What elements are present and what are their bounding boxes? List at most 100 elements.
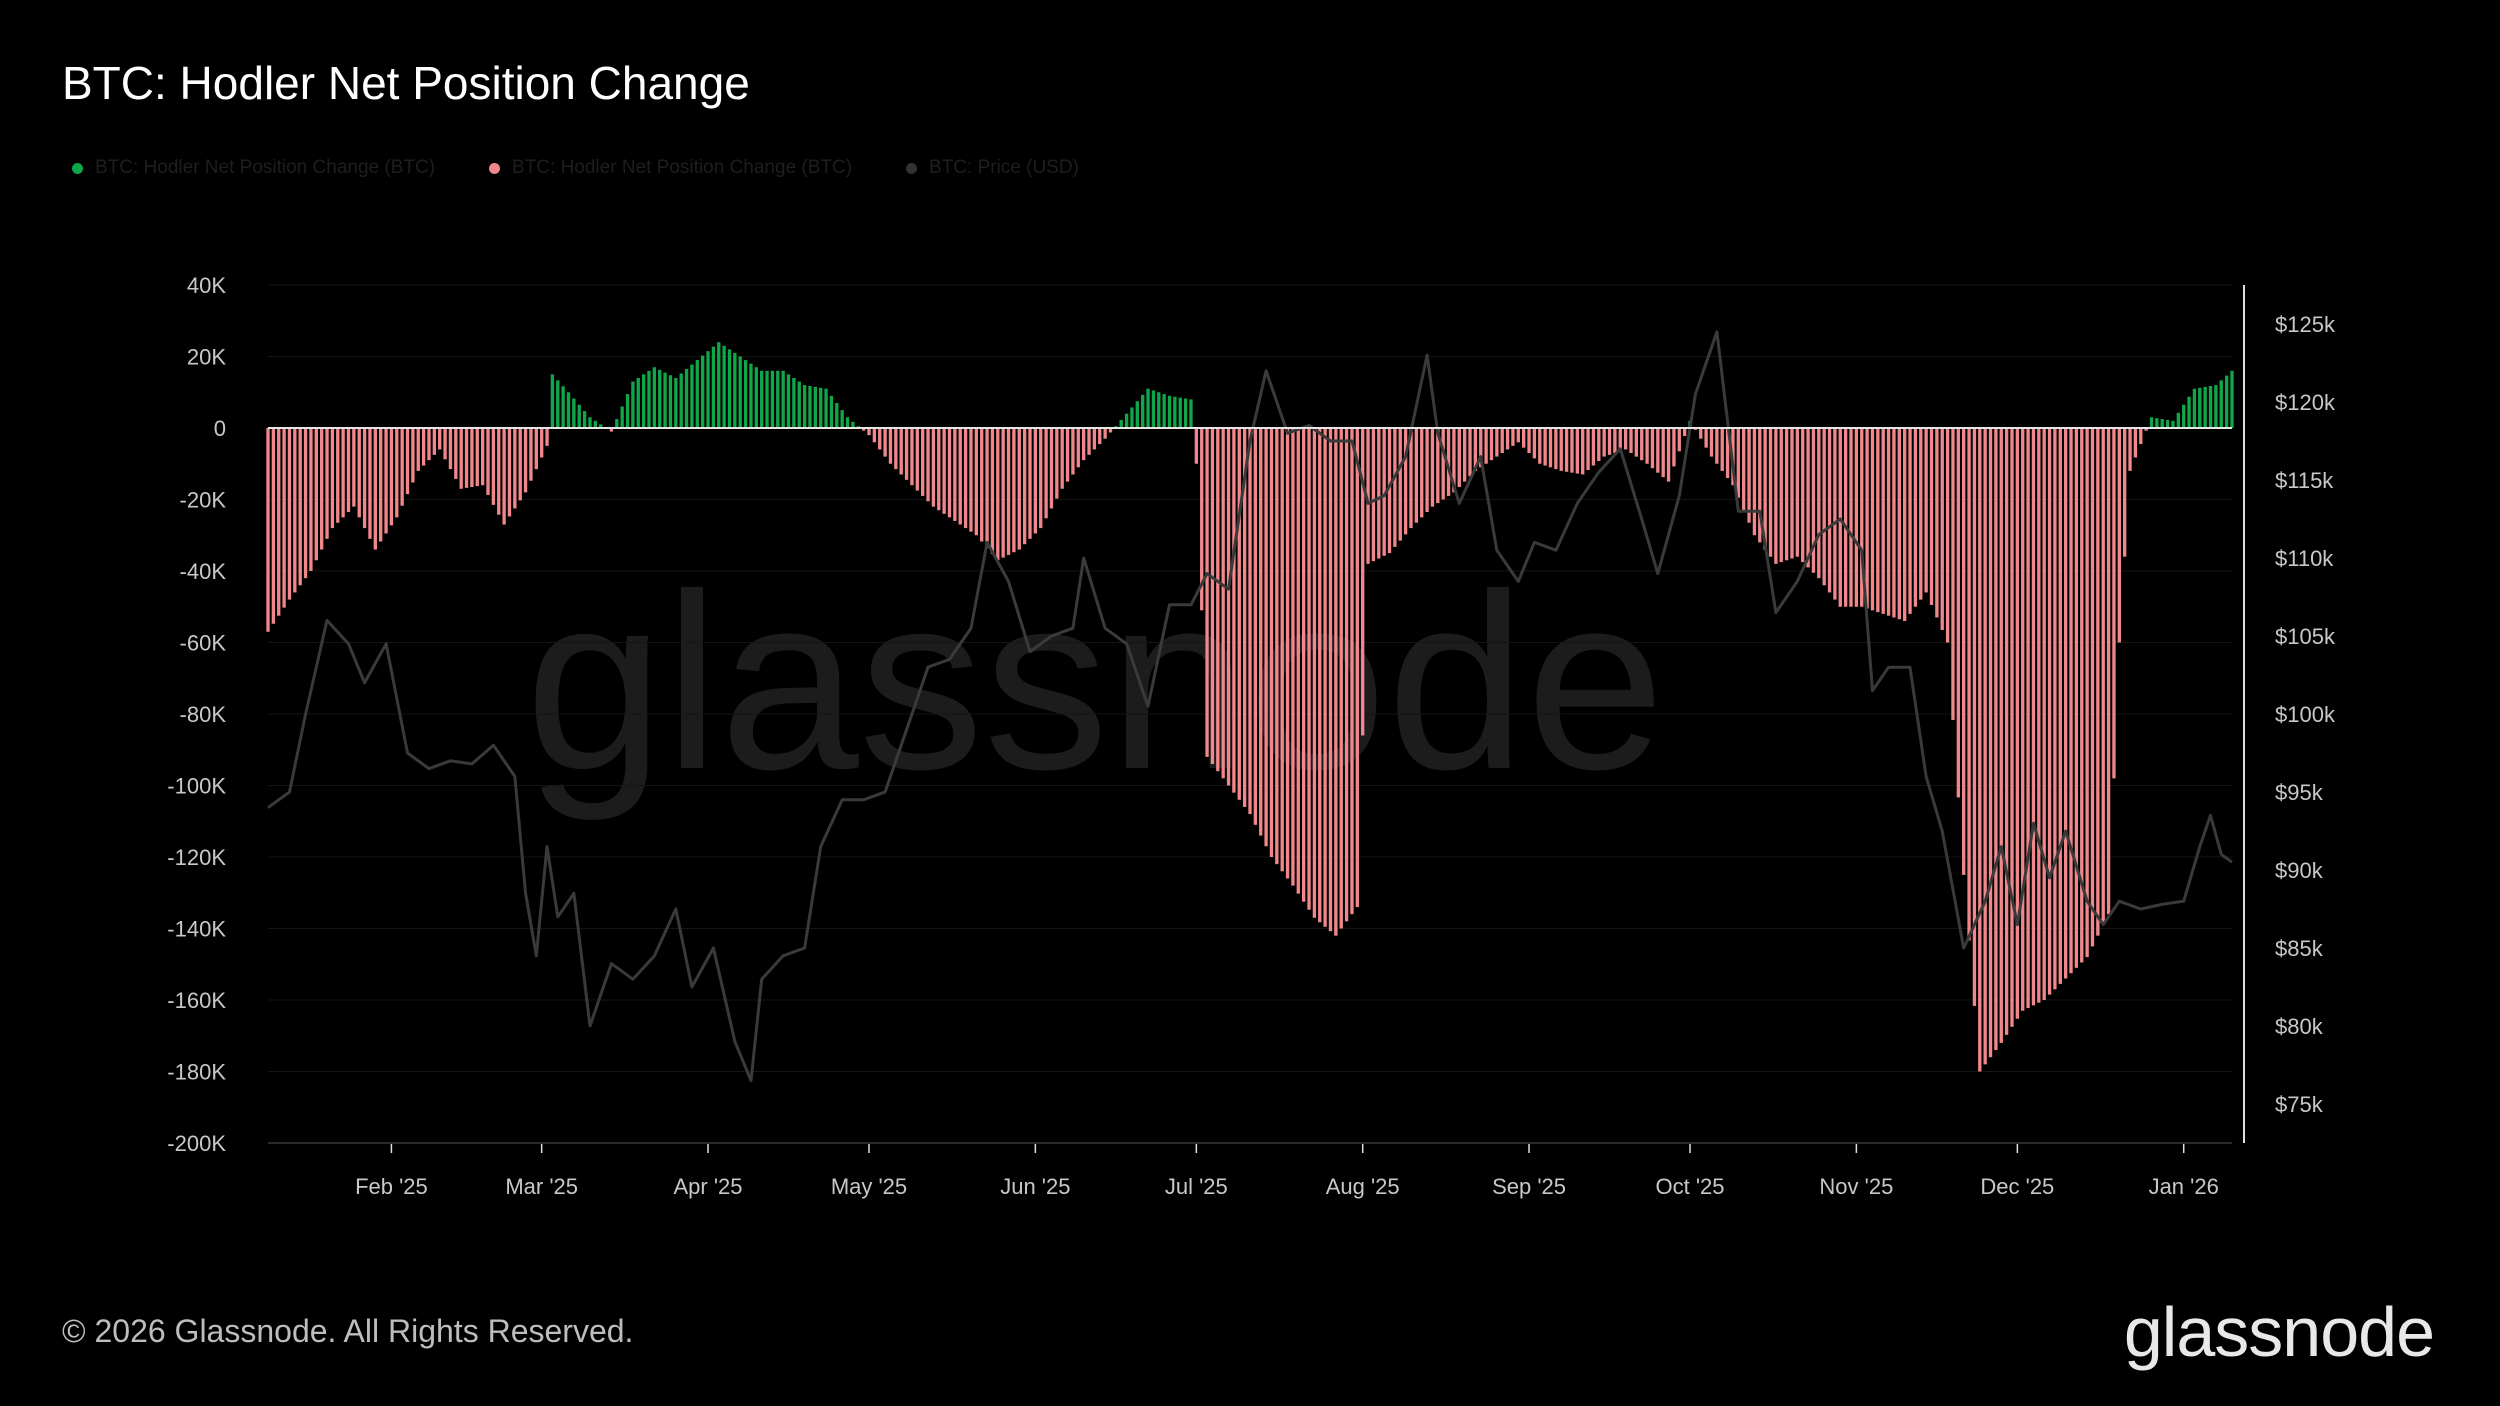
bar xyxy=(2090,428,2095,947)
bar xyxy=(2171,420,2175,428)
y-right-tick-label: $115k xyxy=(2275,468,2334,493)
bar xyxy=(1677,428,1681,452)
bar xyxy=(760,370,764,428)
bar xyxy=(1956,428,1960,798)
bar xyxy=(1682,428,1687,437)
bar xyxy=(599,424,603,428)
bar xyxy=(1462,428,1467,482)
bar xyxy=(867,428,871,436)
bar xyxy=(2214,385,2218,428)
bar xyxy=(1903,428,1907,622)
price-line xyxy=(267,330,2233,1083)
bar xyxy=(802,385,807,428)
bar xyxy=(1242,428,1247,807)
bar xyxy=(1699,428,1703,439)
legend-item-negative[interactable]: BTC: Hodler Net Position Change (BTC) xyxy=(489,157,852,179)
bar xyxy=(513,428,517,509)
bar xyxy=(2026,428,2030,1009)
bar xyxy=(2123,428,2127,557)
bar xyxy=(1827,428,1832,593)
y-right-tick-label: $120k xyxy=(2275,390,2336,415)
bar xyxy=(1033,428,1038,534)
bar xyxy=(1420,428,1424,518)
bar xyxy=(346,428,351,513)
bar xyxy=(1897,428,1901,620)
bar xyxy=(840,410,844,428)
bar xyxy=(1006,428,1011,555)
axes: 40K 20K 0 -20K -40K -60K -80K -100K -120K -140K -1… xyxy=(167,273,2336,1199)
bar xyxy=(1709,428,1714,457)
bar xyxy=(1586,428,1590,471)
bar xyxy=(663,372,667,428)
bar xyxy=(1543,428,1547,466)
glassnode-logo[interactable]: glassnode xyxy=(2123,1293,2435,1371)
legend-dot-icon xyxy=(489,162,501,174)
bar xyxy=(1350,428,1354,915)
bar xyxy=(2117,428,2121,643)
bar xyxy=(1849,428,1853,607)
bar xyxy=(1666,428,1671,482)
bar xyxy=(749,363,753,428)
bar xyxy=(1312,428,1317,918)
bar xyxy=(1661,428,1665,478)
bar xyxy=(464,428,469,488)
bar xyxy=(765,370,769,428)
bar xyxy=(636,377,640,428)
bar xyxy=(1924,428,1928,593)
bar xyxy=(421,428,426,466)
bar xyxy=(1382,428,1386,556)
y-right-tick-label: $90k xyxy=(2275,858,2324,883)
x-tick-label: Dec '25 xyxy=(1980,1174,2054,1199)
bar xyxy=(974,428,978,536)
bar xyxy=(1028,428,1032,539)
y-left-tick-label: 0 xyxy=(214,416,226,441)
bar xyxy=(835,402,839,428)
bar xyxy=(904,428,909,480)
y-left-tick-label: -20K xyxy=(180,488,227,513)
bar xyxy=(529,428,533,481)
bar xyxy=(1919,428,1923,600)
bar xyxy=(631,381,635,428)
bar xyxy=(1269,428,1274,857)
bar xyxy=(357,428,361,518)
bar xyxy=(2010,428,2014,1027)
bar xyxy=(1146,388,1150,428)
y-right-tick-label: $75k xyxy=(2275,1092,2324,1117)
bar xyxy=(2058,428,2062,984)
bar xyxy=(432,428,437,455)
bar xyxy=(336,428,340,523)
bar xyxy=(577,404,581,428)
bar xyxy=(1945,428,1950,643)
bar xyxy=(1216,428,1220,772)
bar xyxy=(684,369,689,428)
bar xyxy=(2085,428,2089,958)
bar xyxy=(1854,428,1859,607)
y-left-tick-label: -180K xyxy=(167,1060,226,1085)
legend-item-positive[interactable]: BTC: Hodler Net Position Change (BTC) xyxy=(72,157,435,179)
bar xyxy=(2176,412,2181,428)
bar xyxy=(1173,396,1177,428)
bar xyxy=(2224,375,2229,428)
bar xyxy=(1994,428,1998,1051)
bar xyxy=(851,421,855,428)
bar xyxy=(609,428,614,432)
bar xyxy=(1747,428,1751,523)
bar xyxy=(883,428,887,457)
bar xyxy=(1929,428,1934,605)
bar xyxy=(325,428,329,539)
bar xyxy=(1575,428,1579,474)
bar xyxy=(1704,428,1708,448)
bar xyxy=(389,428,394,526)
bar xyxy=(1103,428,1107,439)
bar xyxy=(1629,428,1633,454)
legend-item-price[interactable]: BTC: Price (USD) xyxy=(906,157,1079,179)
bar xyxy=(518,428,522,501)
bar xyxy=(953,428,957,521)
bar xyxy=(1141,394,1145,428)
bar xyxy=(1076,428,1080,468)
bar xyxy=(1790,428,1794,559)
bar xyxy=(1811,428,1816,573)
bar xyxy=(2192,388,2197,428)
bar xyxy=(2004,428,2009,1035)
